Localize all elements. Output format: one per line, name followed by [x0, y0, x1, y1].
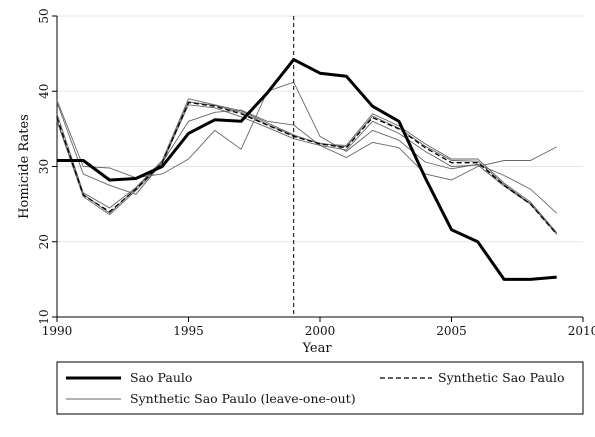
legend-label: Synthetic Sao Paulo	[438, 370, 565, 385]
legend: Sao Paulo Synthetic Sao Paulo Synthetic Sa…	[56, 361, 584, 415]
y-axis-title: Homicide Rates	[17, 114, 32, 219]
legend-label: Sao Paulo	[130, 370, 192, 385]
series-lines	[56, 16, 558, 317]
y-tick-label: 10	[37, 309, 51, 324]
x-tick-label: 1995	[173, 324, 204, 338]
x-tick-label: 2000	[305, 324, 336, 338]
series-line-dashed-1	[56, 101, 558, 235]
y-tick-label: 20	[37, 234, 51, 249]
y-tick-label: 40	[37, 84, 51, 99]
legend-label: Synthetic Sao Paulo (leave-one-out)	[130, 391, 356, 406]
y-tick-label: 50	[37, 8, 51, 23]
x-tick-label: 1990	[42, 324, 73, 338]
series-line-thin-5	[56, 102, 557, 195]
y-tick-label: 30	[37, 159, 51, 174]
x-tick-label: 2010	[568, 324, 595, 338]
series-line-thick-0	[57, 58, 557, 281]
legend-box	[56, 361, 584, 415]
x-axis-title: Year	[301, 341, 332, 356]
axes: 10 20 30 40 50 1990 1995 2000 2005 2010	[37, 8, 595, 338]
x-tick-label: 2005	[436, 324, 467, 338]
